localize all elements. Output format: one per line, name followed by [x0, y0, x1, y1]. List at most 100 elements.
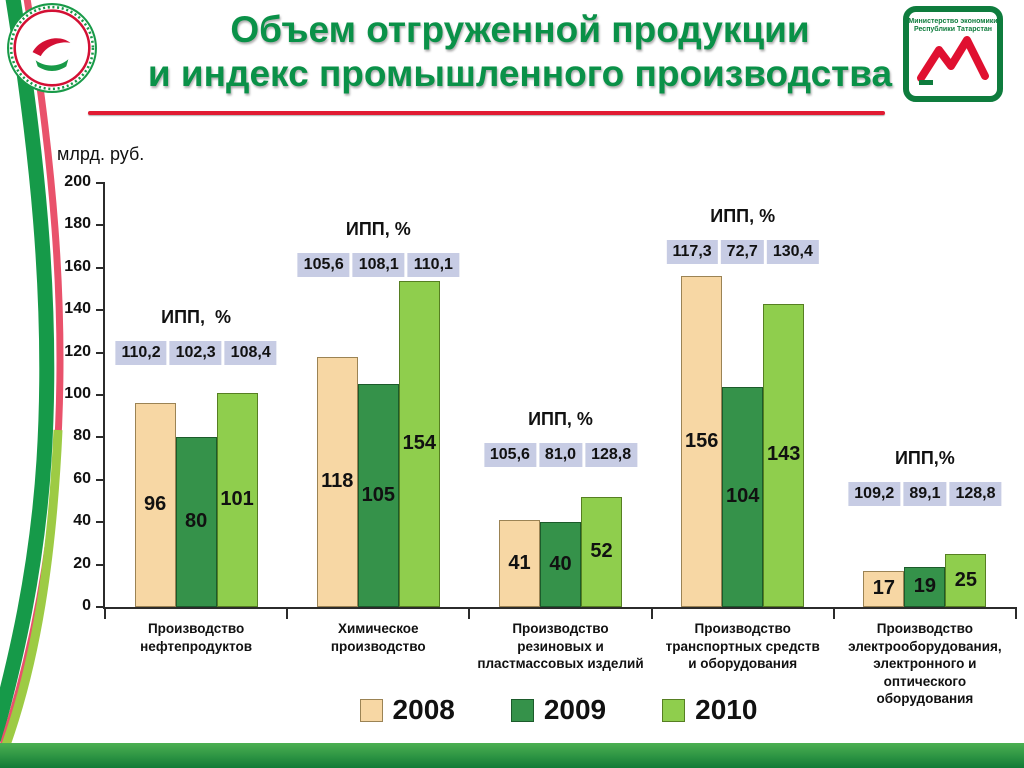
ipp-value-cell: 105,6: [297, 253, 350, 277]
y-axis-tick-label: 120: [64, 342, 91, 360]
legend-item-2010: 2010: [662, 694, 757, 726]
ipp-title: ИПП, %: [345, 219, 411, 239]
y-axis-tick: [96, 224, 105, 227]
bar-2009: [175, 437, 217, 607]
footer-bar: [0, 743, 1024, 768]
bar-value-label: 80: [184, 510, 208, 533]
bar-value-label: 105: [361, 483, 395, 506]
decoration-lightgreen-curve: [1, 429, 63, 747]
ipp-value-cell: 117,3: [666, 240, 718, 264]
legend-swatch: [359, 698, 383, 722]
bar-value-label: 143: [767, 443, 801, 466]
ipp-value-cell: 108,4: [224, 341, 277, 365]
bar-2010: [581, 496, 622, 607]
category-label: Производство нефтепродуктов: [105, 620, 287, 655]
tatarstan-emblem-logo: [6, 2, 98, 94]
category-label: Производство транспортных средств и оборуд…: [652, 620, 834, 673]
ipp-values-row: 109,2 89,1 128,8: [848, 482, 1002, 506]
chart-legend: 2008 2009 2010: [103, 694, 1014, 726]
category-label-line: электронного и: [873, 656, 977, 672]
bar-2009: [357, 384, 399, 607]
ipp-values-row: 105,6 108,1 110,1: [297, 253, 459, 277]
y-axis-tick-label: 40: [73, 512, 91, 530]
ministry-caption: Министерство экономики Республики Татарс…: [903, 18, 1003, 35]
ipp-value-cell: 81,0: [538, 443, 583, 467]
x-axis-tick: [286, 607, 289, 619]
legend-swatch: [510, 698, 534, 722]
ipp-value-cell: 110,2: [115, 341, 167, 365]
bar-value-label: 118: [321, 469, 354, 492]
y-axis-tick-label: 200: [64, 173, 91, 190]
bar-value-label: 101: [220, 487, 254, 510]
y-axis-tick: [96, 478, 105, 481]
category-label-line: электрооборудования,: [848, 638, 1002, 654]
category-label: Химическое производство: [287, 620, 469, 655]
y-axis-tick: [96, 309, 105, 312]
ipp-title: ИПП,%: [894, 448, 955, 468]
bar-2008: [134, 403, 176, 607]
x-axis-tick: [1015, 607, 1017, 619]
bar-2008: [863, 570, 905, 607]
category-label-line: Химическое: [337, 621, 419, 636]
category-label-line: Производство: [512, 621, 609, 636]
bar-value-label: 52: [590, 539, 613, 562]
ipp-value-cell: 102,3: [169, 341, 222, 365]
ipp-value-cell: 105,6: [483, 443, 536, 467]
ministry-logo: Министерство экономики Республики Татарс…: [903, 6, 1003, 102]
plot-area: 0 20 40 60 80 100 120 140 160 180 200 96 80 101 ИПП, %…: [64, 173, 1017, 706]
ipp-value-cell: 128,8: [949, 482, 1002, 506]
y-axis-unit-label: млрд. руб.: [57, 144, 145, 164]
ministry-logo-icon: [903, 6, 1003, 102]
ipp-value-cell: 89,1: [903, 482, 947, 506]
bar-2010: [945, 554, 987, 607]
y-axis-tick-label: 100: [64, 385, 91, 402]
category-label: Производство резиновых и пластмассовых изд…: [469, 620, 651, 673]
legend-label: 2008: [392, 694, 455, 725]
ipp-value-cell: 108,1: [352, 253, 405, 277]
y-axis-tick: [96, 436, 105, 439]
decoration-green-curve: [0, 0, 55, 742]
y-axis-tick-label: 20: [73, 554, 91, 572]
bar-value-label: 41: [508, 551, 531, 574]
title-line-2: и индекс промышленного производства: [147, 53, 893, 95]
ministry-caption-line-1: Министерство экономики: [908, 18, 998, 25]
y-axis-tick: [96, 182, 105, 184]
ipp-value-cell: 110,1: [407, 253, 459, 277]
legend-item-2009: 2009: [510, 694, 607, 726]
legend-label: 2009: [543, 694, 607, 725]
bar-2009: [722, 386, 764, 607]
category-label-line: оптического: [883, 673, 967, 689]
bar-value-label: 17: [872, 576, 896, 599]
bar-2008: [499, 520, 540, 607]
y-axis-tick-label: 60: [73, 469, 91, 487]
category-label-line: производство: [330, 638, 426, 654]
x-axis-tick: [832, 607, 835, 619]
bar-2010: [398, 280, 440, 607]
x-axis-tick: [104, 607, 106, 619]
title-line-1: Объем отгруженной продукции: [230, 9, 810, 50]
bar-value-label: 25: [954, 568, 978, 591]
ipp-value-cell: 128,8: [585, 443, 638, 467]
y-axis-tick: [96, 521, 105, 524]
legend-swatch: [662, 698, 686, 722]
ipp-title: ИПП, %: [161, 307, 232, 327]
y-axis-tick-label: 80: [73, 427, 91, 445]
ipp-values-row: 117,3 72,7 130,4: [666, 240, 819, 264]
legend-item-2008: 2008: [359, 694, 455, 726]
left-decoration-stripes: [0, 0, 64, 757]
bar-2008: [681, 276, 723, 607]
ipp-value-cell: 109,2: [848, 482, 901, 506]
ipp-title: ИПП, %: [710, 206, 776, 226]
x-axis-tick: [650, 607, 653, 619]
y-axis-tick: [96, 266, 105, 269]
category-label-line: Производство: [694, 621, 791, 636]
y-axis-tick: [96, 351, 105, 354]
bar-2008: [316, 356, 358, 607]
ipp-values-row: 105,6 81,0 128,8: [483, 443, 638, 467]
bar-2009: [540, 522, 581, 607]
y-axis-tick-label: 180: [64, 215, 91, 233]
ipp-value-cell: 72,7: [720, 240, 764, 264]
bar-value-label: 19: [913, 574, 937, 597]
tatarstan-emblem-icon: [7, 3, 97, 93]
